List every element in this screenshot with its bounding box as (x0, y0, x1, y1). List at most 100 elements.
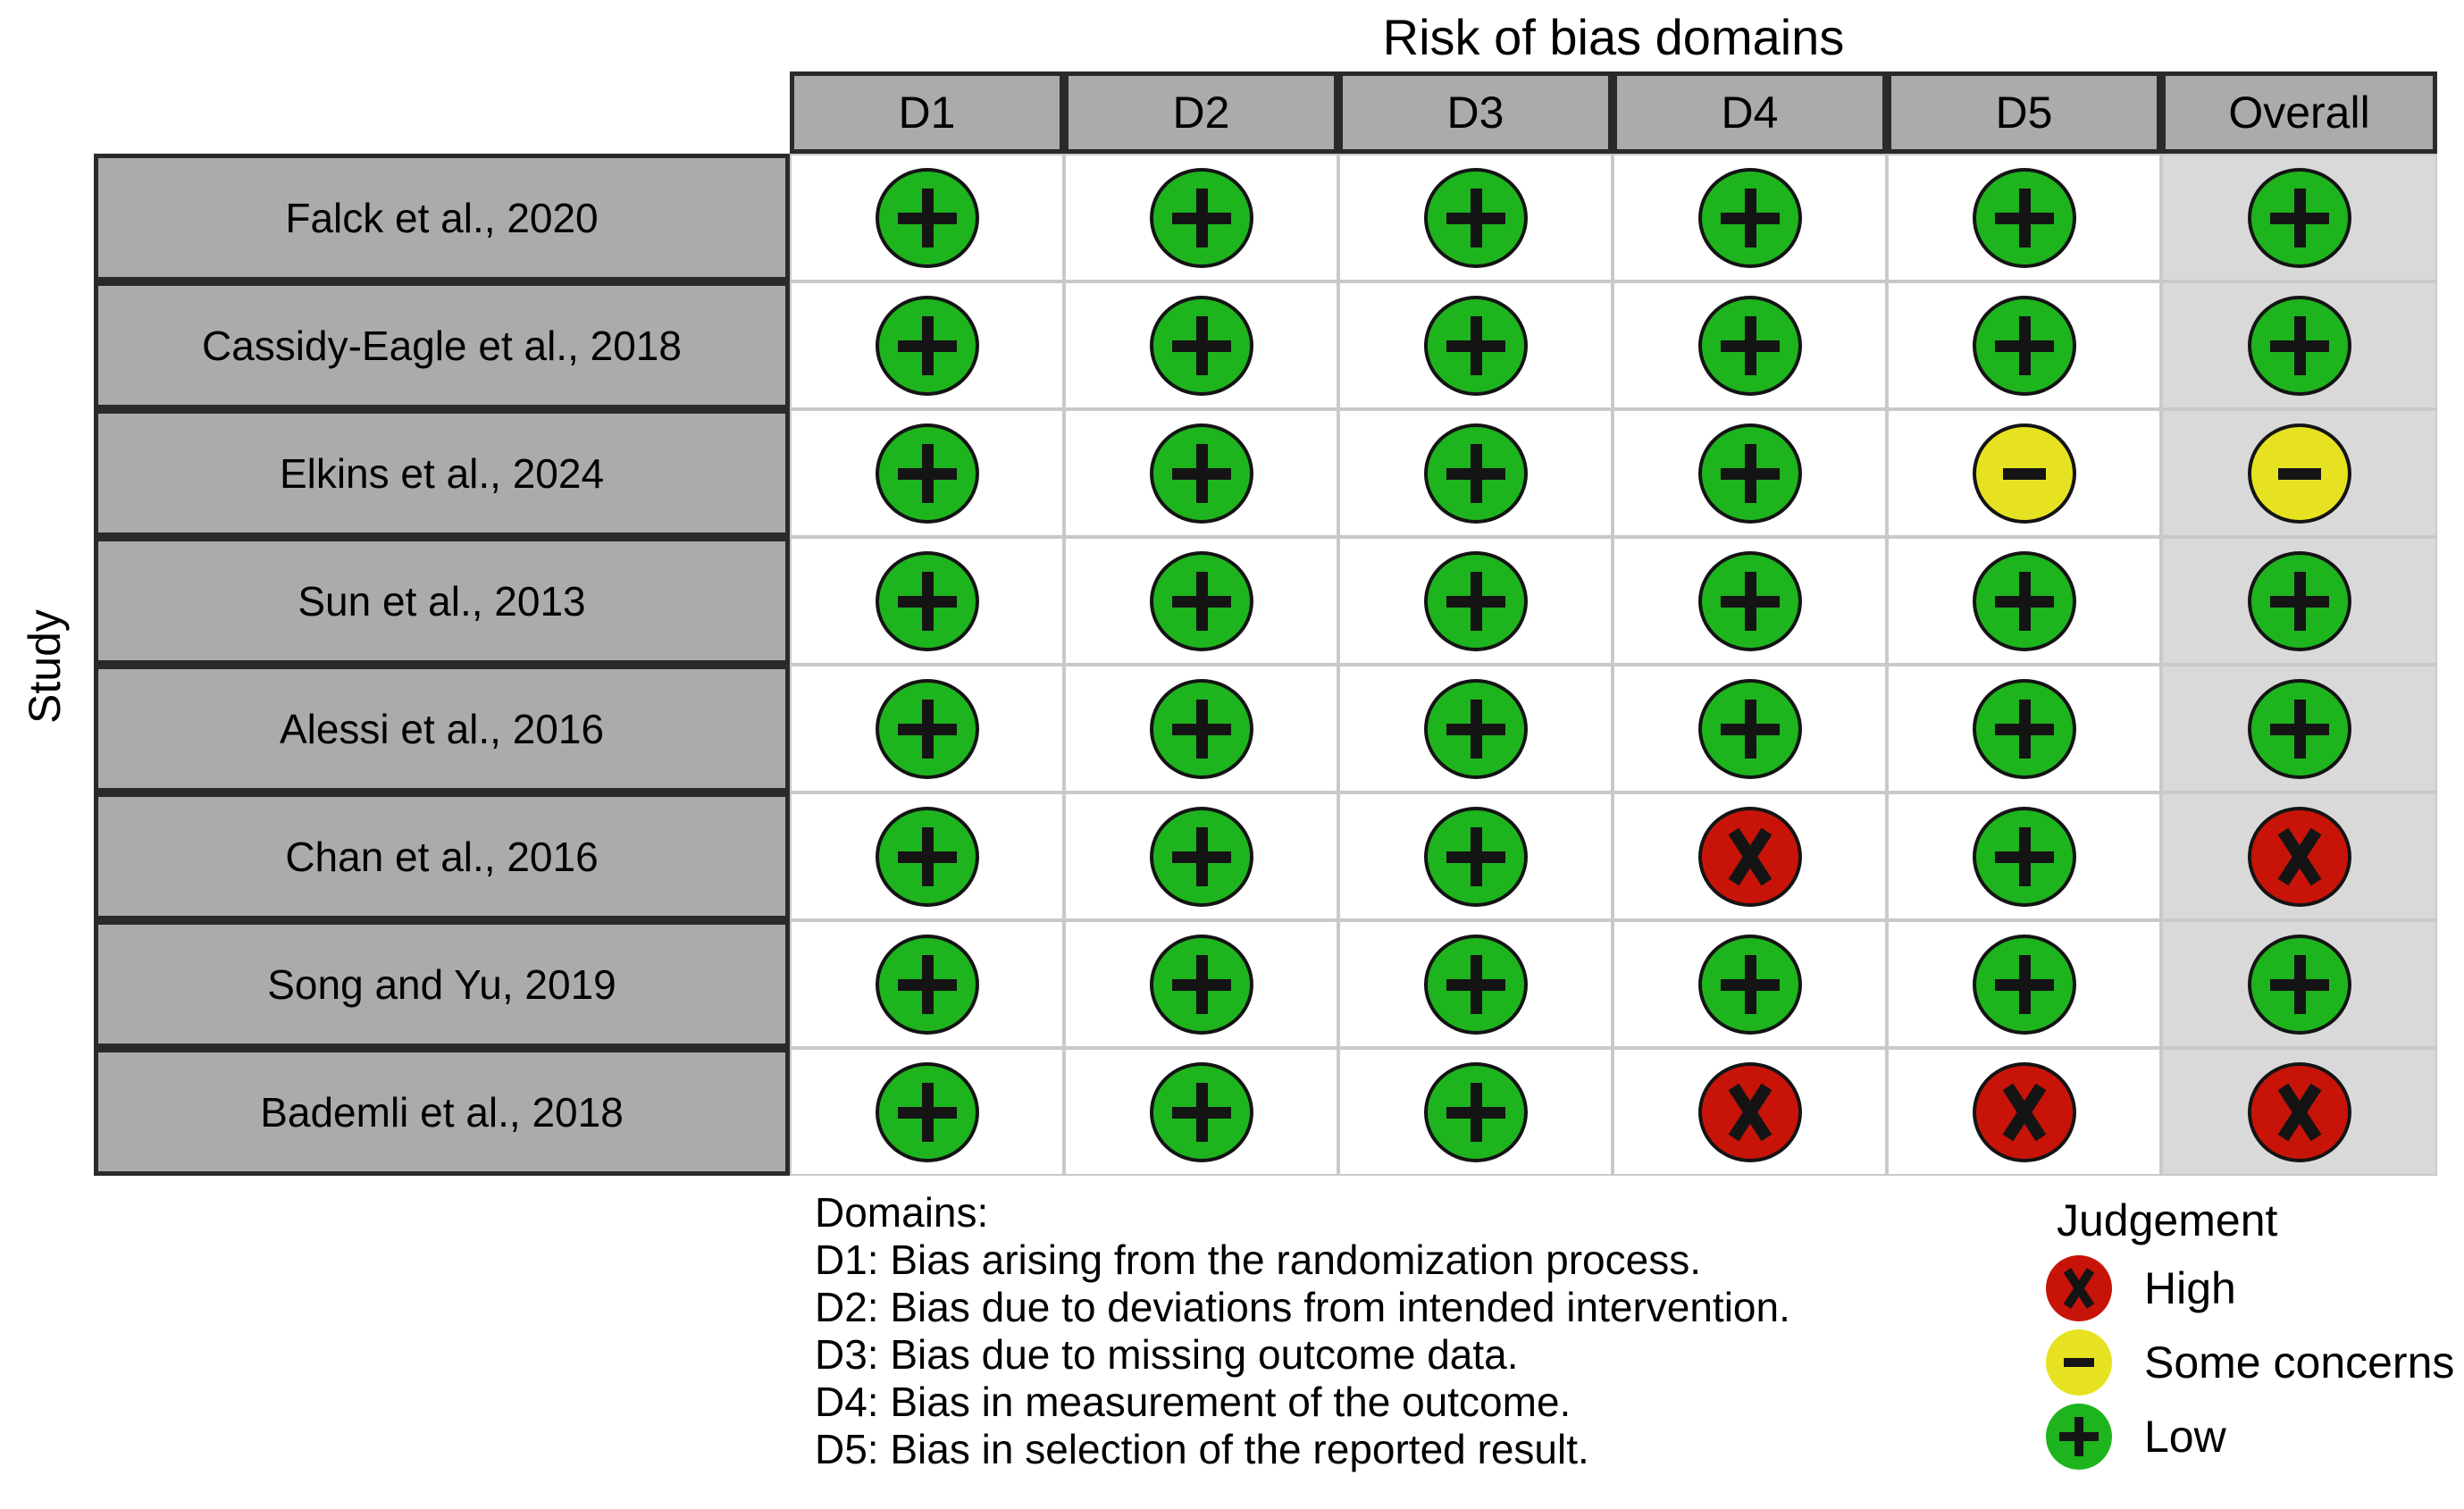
column-header-d2: D2 (1064, 71, 1338, 154)
table-row (790, 665, 2437, 792)
study-label: Elkins et al., 2024 (94, 409, 790, 537)
judgement-icon (2247, 934, 2351, 1035)
study-label: Chan et al., 2016 (94, 792, 790, 920)
judgement-icon (1423, 167, 1528, 268)
judgement-icon (1423, 1061, 1528, 1162)
legend-item-high: High (2046, 1255, 2454, 1321)
risk-cell (1613, 154, 1887, 281)
table-row (790, 792, 2437, 920)
domain-note-line: D1: Bias arising from the randomization … (815, 1237, 1701, 1283)
judgement-icon (2247, 1061, 2351, 1162)
judgement-icon (1697, 934, 1802, 1035)
judgement-icon (1972, 423, 2076, 524)
risk-cell (1064, 1048, 1338, 1176)
judgement-icon (875, 1061, 979, 1162)
risk-cell (1338, 409, 1613, 537)
judgement-icon (1697, 806, 1802, 907)
risk-cell (790, 920, 1064, 1048)
table-row (790, 537, 2437, 665)
column-header-d5: D5 (1887, 71, 2161, 154)
some-concerns-judgement-icon (2046, 1329, 2112, 1396)
risk-cell (1887, 665, 2161, 792)
legend-item-label: High (2144, 1263, 2236, 1313)
judgement-icon (875, 678, 979, 779)
legend-item-some-concerns: Some concerns (2046, 1329, 2454, 1396)
risk-cell (790, 792, 1064, 920)
judgement-icon (1697, 1061, 1802, 1162)
study-label: Sun et al., 2013 (94, 537, 790, 665)
judgement-icon (1972, 934, 2076, 1035)
risk-cell (1064, 409, 1338, 537)
judgement-icon (2247, 167, 2351, 268)
domain-note-line: D2: Bias due to deviations from intended… (815, 1284, 1790, 1330)
judgement-icon (875, 934, 979, 1035)
risk-cell (790, 665, 1064, 792)
column-header-d3: D3 (1338, 71, 1613, 154)
judgement-icon (2247, 678, 2351, 779)
judgement-icon (1972, 167, 2076, 268)
judgement-icon (1423, 678, 1528, 779)
risk-cell (1613, 920, 1887, 1048)
risk-cell (1338, 920, 1613, 1048)
column-header-d4: D4 (1613, 71, 1887, 154)
risk-cell (1613, 281, 1887, 409)
risk-cell (1887, 792, 2161, 920)
judgement-icon (875, 167, 979, 268)
domains-note-heading: Domains: (815, 1189, 989, 1236)
risk-cell (1064, 665, 1338, 792)
risk-cell (790, 409, 1064, 537)
risk-cell (1338, 154, 1613, 281)
risk-cell (790, 154, 1064, 281)
table-row (790, 281, 2437, 409)
risk-cell (1338, 281, 1613, 409)
judgement-icon (1423, 806, 1528, 907)
domain-note-line: D3: Bias due to missing outcome data. (815, 1331, 1519, 1378)
risk-cell (1613, 537, 1887, 665)
y-axis-label: Study (20, 609, 70, 724)
judgement-icon (1149, 934, 1253, 1035)
judgement-icon (1149, 806, 1253, 907)
judgement-icon (1697, 423, 1802, 524)
table-row (790, 154, 2437, 281)
risk-cell-overall (2161, 792, 2437, 920)
judgement-icon (2247, 550, 2351, 651)
judgement-icon (875, 806, 979, 907)
risk-cell (1887, 1048, 2161, 1176)
judgement-icon (1149, 295, 1253, 396)
judgement-icon (1423, 934, 1528, 1035)
table-row (790, 409, 2437, 537)
risk-cell (1338, 1048, 1613, 1176)
risk-cell (1338, 665, 1613, 792)
risk-cell-overall (2161, 665, 2437, 792)
study-label: Alessi et al., 2016 (94, 665, 790, 792)
judgement-icon (1149, 423, 1253, 524)
risk-cell-overall (2161, 281, 2437, 409)
risk-cell (1064, 537, 1338, 665)
judgement-icon (2247, 423, 2351, 524)
judgement-icon (1697, 295, 1802, 396)
judgement-icon (1423, 550, 1528, 651)
risk-cell-overall (2161, 409, 2437, 537)
risk-cell (1887, 920, 2161, 1048)
risk-cell (1064, 792, 1338, 920)
study-label: Falck et al., 2020 (94, 154, 790, 281)
judgement-legend: Judgement High Some concerns Low (2046, 1195, 2454, 1470)
risk-cell (1338, 537, 1613, 665)
risk-cell (1887, 409, 2161, 537)
judgement-icon (1697, 167, 1802, 268)
high-judgement-icon (2046, 1255, 2112, 1321)
legend-title: Judgement (2057, 1195, 2278, 1245)
column-header-overall: Overall (2161, 71, 2437, 154)
legend-item-label: Low (2144, 1412, 2226, 1462)
low-judgement-icon (2046, 1404, 2112, 1470)
risk-cell-overall (2161, 920, 2437, 1048)
legend-item-low: Low (2046, 1404, 2454, 1470)
judgement-icon (1972, 295, 2076, 396)
risk-cell (1613, 409, 1887, 537)
column-header-d1: D1 (790, 71, 1064, 154)
study-label: Bademli et al., 2018 (94, 1048, 790, 1176)
judgement-icon (1149, 550, 1253, 651)
column-header-row: D1 D2 D3 D4 D5 Overall (790, 71, 2437, 154)
study-label: Cassidy-Eagle et al., 2018 (94, 281, 790, 409)
